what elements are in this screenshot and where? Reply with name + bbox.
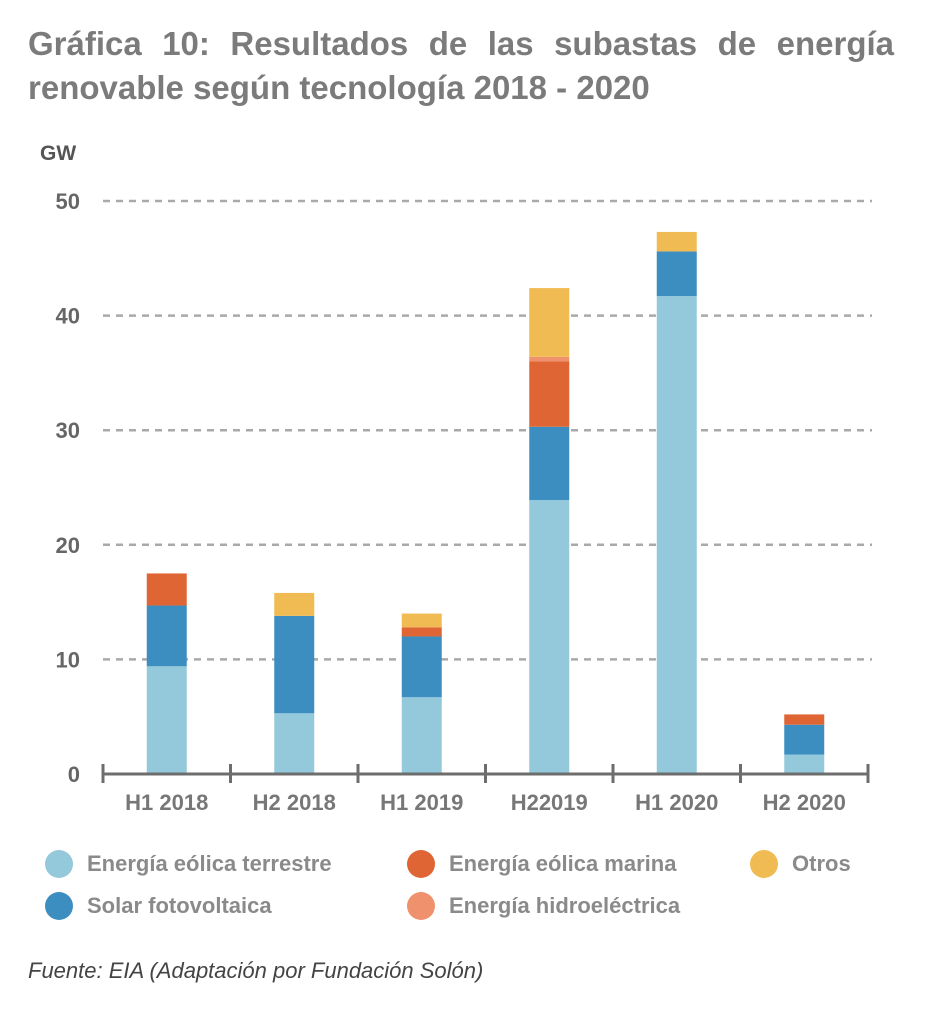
bar-segment [656,231,697,252]
bar-segment [656,296,697,774]
bar-segment [274,615,315,714]
bar-segment [146,573,187,606]
bar-segment [529,356,570,362]
legend-swatch-eolica-marina [407,850,435,878]
legend-swatch-otros [750,850,778,878]
bar-segment [274,713,315,774]
legend-item: Energía eólica terrestre [45,850,332,878]
legend-item: Solar fotovoltaica [45,892,272,920]
chart-canvas: 0 10 20 30 40 50 H1 2018 H2 2018 H1 2019 H22019 H1… [40,142,872,815]
legend-swatch-solar [45,892,73,920]
legend: Energía eólica terrestre Energía eólica … [45,850,895,940]
bar-segment [401,613,442,628]
bar-segment [401,697,442,774]
legend-item: Otros [750,850,851,878]
source-note: Fuente: EIA (Adaptación por Fundación So… [28,958,484,983]
x-tick-label: H2 2018 [253,790,336,815]
legend-label: Otros [792,851,851,876]
chart-title: Gráfica 10: Resultados de las subastas d… [28,25,894,106]
x-tick-label: H1 2018 [125,790,208,815]
bar-segment [401,627,442,637]
bar-segment [529,426,570,501]
bar-segment [146,605,187,667]
x-tick-label: H1 2020 [635,790,718,815]
legend-swatch-eolica-terrestre [45,850,73,878]
legend-swatch-hidroelectrica [407,892,435,920]
bar-segment [529,288,570,357]
bar-segment [146,666,187,774]
y-tick-label: 50 [56,189,80,214]
legend-label: Solar fotovoltaica [87,893,272,918]
bar-segment [274,592,315,616]
x-tick-label: H2 2020 [763,790,846,815]
legend-item: Energía eólica marina [407,850,676,878]
bar-segment [529,500,570,774]
y-tick-label: 20 [56,533,80,558]
bar-segment [784,724,825,755]
bar-segment [529,361,570,427]
y-axis-unit: GW [40,142,76,165]
bar-segment [401,636,442,698]
bar-segment [656,251,697,297]
y-tick-label: 40 [56,304,80,329]
legend-label: Energía eólica terrestre [87,851,332,876]
legend-item: Energía hidroeléctrica [407,892,680,920]
x-tick-label: H22019 [511,790,588,815]
bar-segment [784,714,825,725]
y-tick-label: 0 [68,762,80,787]
x-tick-label: H1 2019 [380,790,463,815]
y-tick-label: 10 [56,647,80,672]
bar-segment [784,754,825,774]
legend-label: Energía eólica marina [449,851,677,876]
y-tick-label: 30 [56,418,80,443]
legend-label: Energía hidroeléctrica [449,893,681,918]
